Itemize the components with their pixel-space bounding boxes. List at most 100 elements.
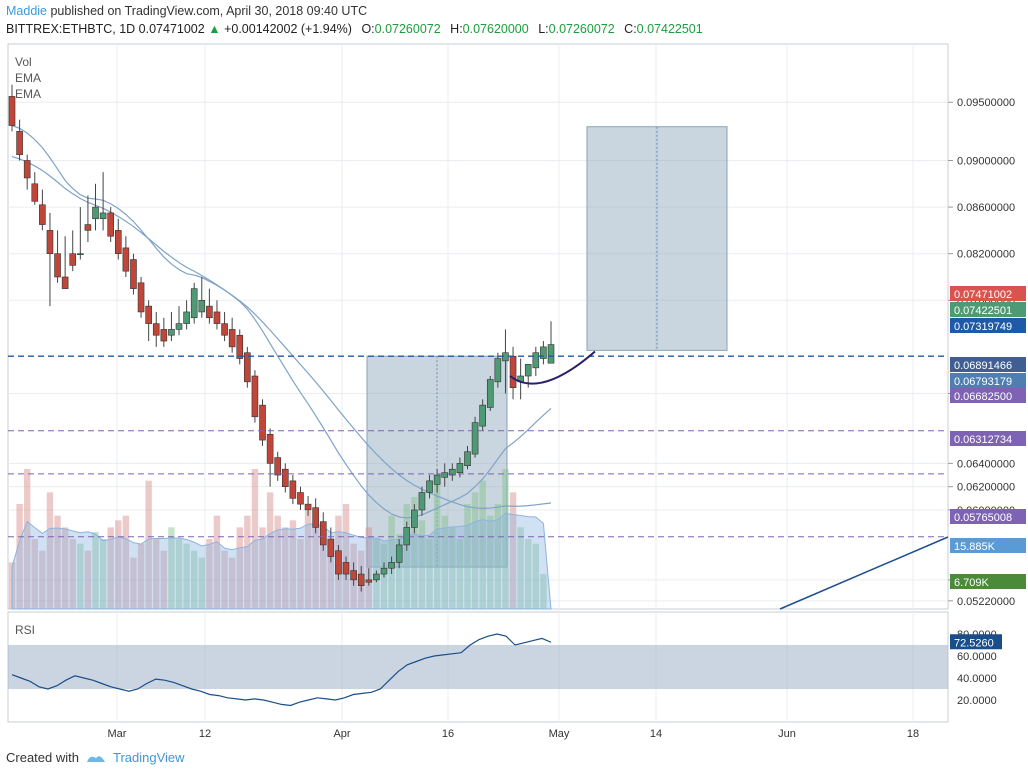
price-label-text: 6.709K [954,577,990,589]
volume-bar [312,527,319,609]
volume-bar [426,539,433,609]
price-label-text: 0.05765008 [954,512,1012,524]
candle-body [8,96,16,126]
candle-body [39,204,46,225]
rsi-value-text: 72.5260 [954,637,994,649]
candle-body [464,451,471,467]
candle-body [244,352,251,383]
low-label: L: [538,22,549,36]
candle-body [449,468,456,476]
up-arrow-icon: ▲ [208,22,221,36]
volume-bar [183,543,190,609]
price-label-text: 0.06682500 [954,391,1012,403]
volume-bar [365,527,373,609]
candle-body [388,562,395,569]
candle-body [84,224,92,231]
price-label-box [950,538,1026,553]
volume-bar [160,550,168,609]
tradingview-logo-icon [86,755,105,762]
candle-body [297,492,304,505]
x-tick-label: Jun [778,728,796,740]
candle-body [137,282,145,313]
volume-bar [449,527,456,609]
candle-body [99,212,107,220]
low-value: 0.07260072 [548,22,615,36]
x-tick-label: 18 [907,728,919,740]
volume-bar [433,480,441,609]
rsi-label[interactable]: RSI [15,623,36,637]
volume-bar [395,534,403,609]
candle-body [304,503,312,511]
candle-body [145,305,152,324]
candle-body [69,253,77,266]
volume-bar [342,504,350,609]
candle-body [130,259,137,289]
candle-body [342,562,350,575]
legend-vol[interactable]: Vol [15,55,32,69]
price-label-box [950,318,1026,333]
candle-body [92,206,99,220]
volume-bar [137,543,145,609]
x-tick-label: 14 [650,728,662,740]
candle-body [471,422,479,455]
volume-bar [228,557,236,609]
price-tick-label: 0.06200000 [957,482,1015,494]
cup-curve [509,350,596,385]
price-label-box [950,302,1026,317]
candle-body [114,230,122,254]
price-label-text: 0.07422501 [954,305,1012,317]
volume-bar [525,539,532,609]
author-link[interactable]: Maddie [6,4,47,18]
legend-ema-2[interactable]: EMA [15,87,42,101]
created-with: Created with [6,750,79,765]
publish-info: Maddie published on TradingView.com, Apr… [6,4,367,18]
candle-body [532,352,540,369]
candle-body [380,567,388,575]
volume-bar [274,515,281,609]
candle-body [190,288,198,319]
candle-body [441,472,449,478]
volume-bar [175,539,183,609]
volume-bar [107,527,114,609]
candle-body [479,404,486,427]
price-tick-label: 0.06400000 [957,458,1015,470]
price-label-text: 0.06891466 [954,360,1012,372]
candle-body [206,305,213,319]
candle-body [418,492,426,511]
volume-bar [236,527,243,609]
rsi-tick-label: 40.0000 [957,673,997,685]
volume-bar [441,515,448,609]
price-tick-label: 0.09000000 [957,155,1015,167]
candle-body [266,433,274,464]
x-tick-label: 16 [442,728,454,740]
volume-bar [456,539,464,609]
tradingview-link[interactable]: TradingView [112,750,185,765]
volume-bar [502,469,509,609]
candle-body [456,463,464,474]
open-value: 0.07260072 [374,22,441,36]
candle-body [547,344,555,364]
volume-bar [517,527,524,609]
open-label: O: [361,22,375,36]
volume-bar [464,504,471,609]
candle-body [327,538,335,557]
volume-bar [16,504,23,609]
candle-body [357,573,365,587]
symbol: BITTREX:ETHBTC, 1D [6,22,136,36]
price-label-text: 0.07471002 [954,289,1012,301]
volume-bar [403,504,410,609]
volume-bar [206,539,213,609]
candle-body [433,474,441,485]
legend-ema-1[interactable]: EMA [15,71,42,85]
candle-body [251,375,259,418]
volume-bar [39,550,46,609]
candle-body [373,573,380,581]
volume-bar [221,550,228,609]
candle-body [183,311,190,324]
volume-bar [168,527,175,609]
candle-body [152,323,160,336]
volume-bar [297,539,304,609]
volume-bar [304,511,312,609]
volume-bar [190,550,198,609]
volume-bar [327,543,335,609]
